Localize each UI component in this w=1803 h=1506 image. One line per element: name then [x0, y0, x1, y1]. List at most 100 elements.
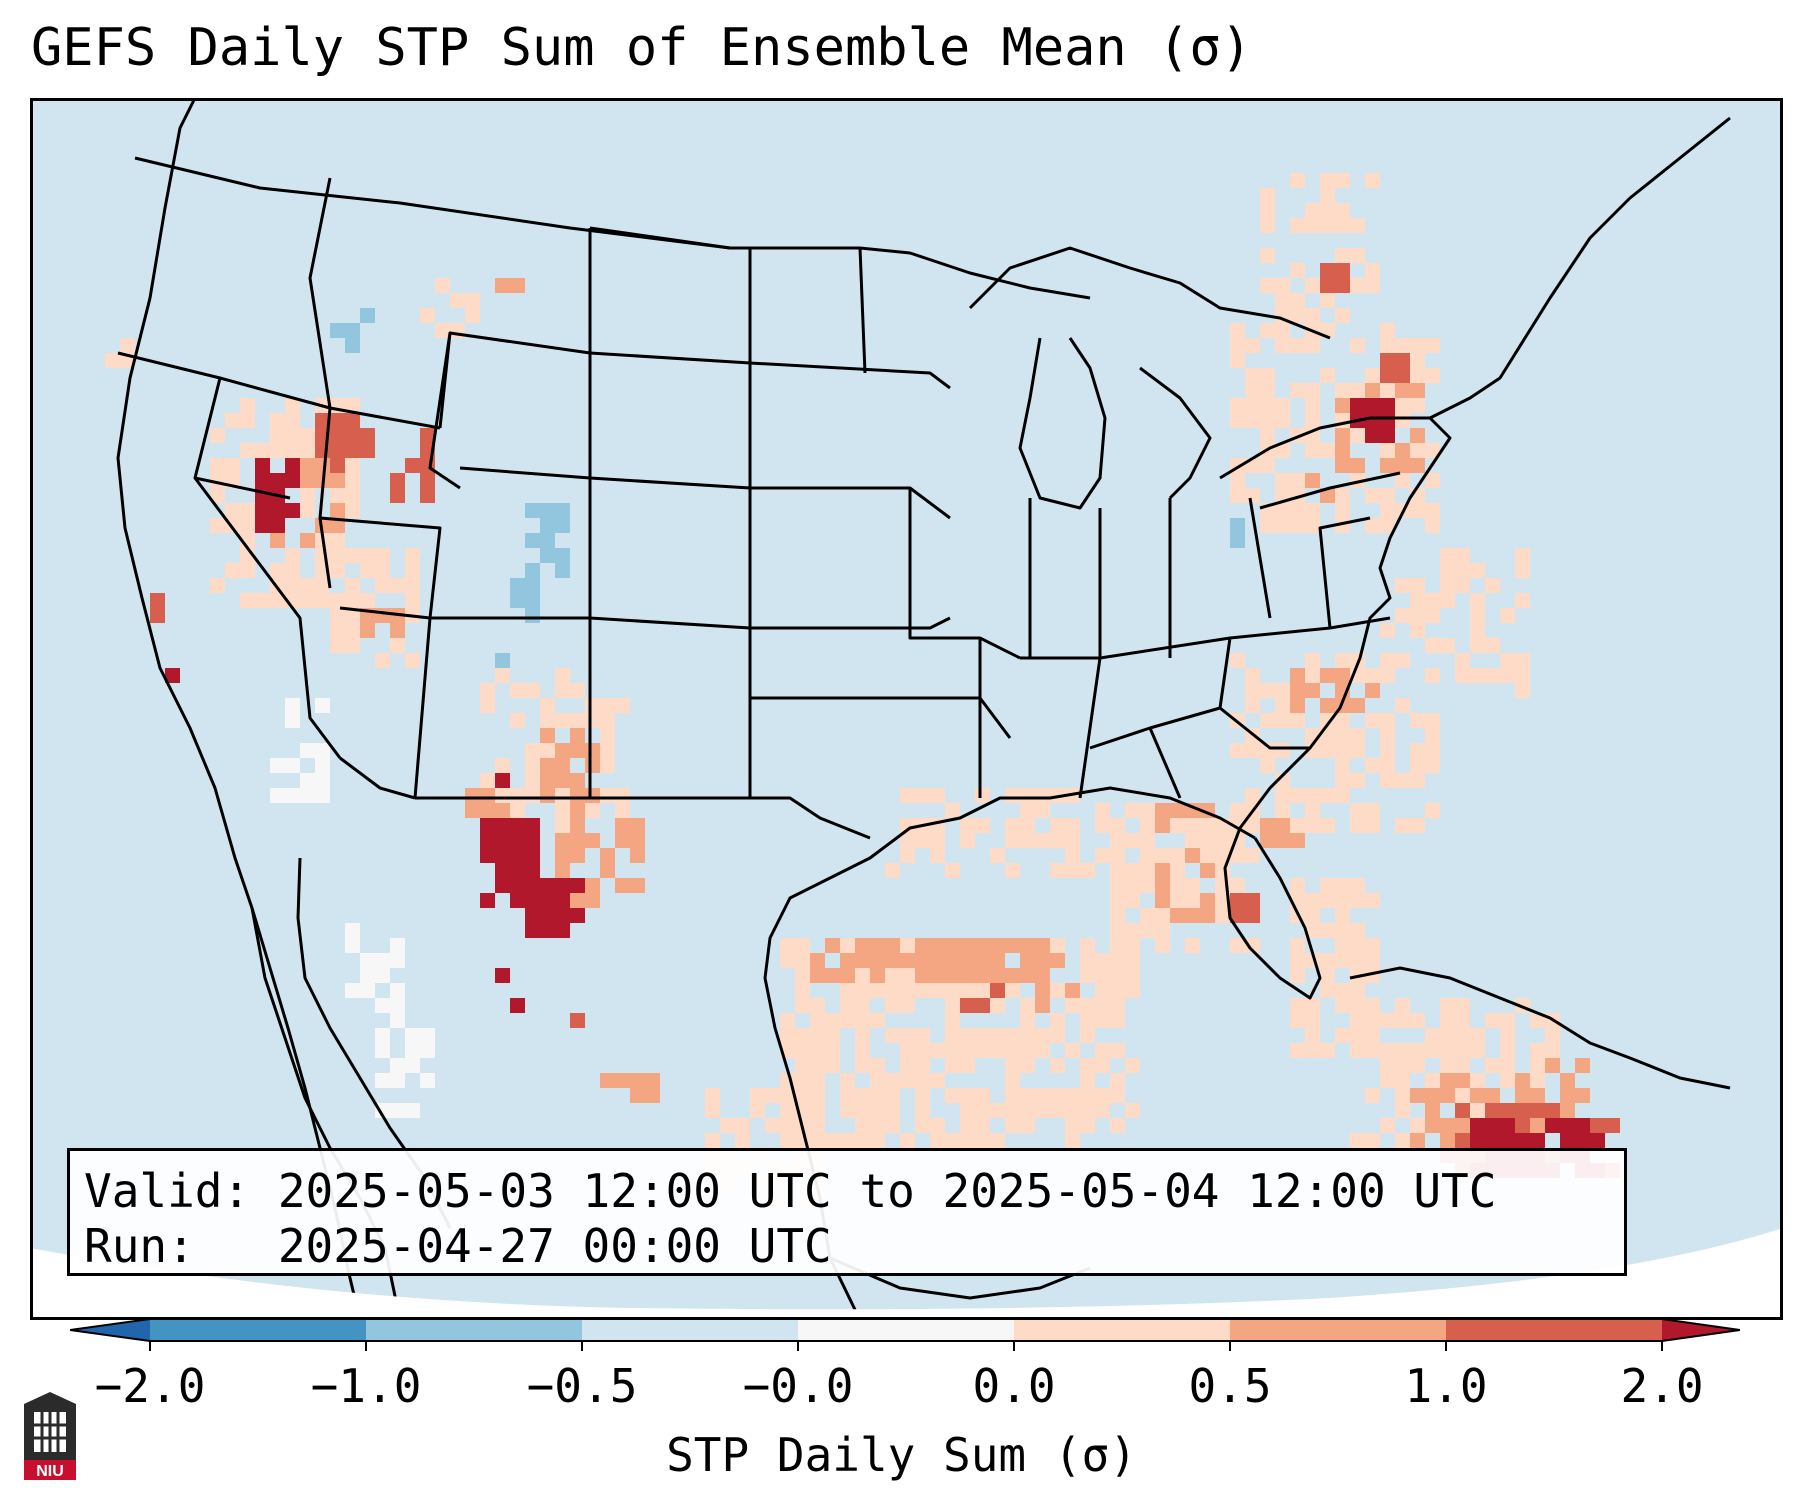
stp-cell: [1395, 1073, 1410, 1088]
stp-cell: [1080, 953, 1095, 968]
stp-cell: [1080, 1103, 1095, 1118]
stp-cell: [900, 1073, 915, 1088]
stp-cell: [1035, 968, 1050, 983]
projection-edge: [30, 1228, 1783, 1320]
stp-cell: [1275, 683, 1290, 698]
stp-cell: [1395, 998, 1410, 1013]
stp-cell: [1260, 203, 1275, 218]
stp-cell: [1320, 788, 1335, 803]
colorbar-under-arrow: [70, 1319, 150, 1341]
stp-cell: [1350, 428, 1365, 443]
stp-cell: [900, 938, 915, 953]
stp-cell: [1410, 1058, 1425, 1073]
stp-cell: [945, 968, 960, 983]
stp-cell: [1440, 998, 1455, 1013]
stp-cell: [1065, 818, 1080, 833]
stp-cell: [570, 713, 585, 728]
stp-cell: [840, 998, 855, 1013]
stp-cell: [570, 728, 585, 743]
stp-cell: [960, 968, 975, 983]
stp-cell: [645, 1073, 660, 1088]
stp-cell: [900, 1058, 915, 1073]
stp-cell: [1290, 263, 1305, 278]
stp-cell: [525, 788, 540, 803]
stp-cell: [495, 278, 510, 293]
stp-cell: [1320, 983, 1335, 998]
stp-cell: [375, 563, 390, 578]
stp-cell: [1305, 683, 1320, 698]
stp-cell: [285, 548, 300, 563]
stp-cell: [1290, 518, 1305, 533]
stp-cell: [1065, 1133, 1080, 1148]
stp-cell: [285, 563, 300, 578]
stp-cell: [1275, 818, 1290, 833]
stp-cell: [1050, 983, 1065, 998]
stp-cell: [255, 473, 270, 488]
stp-cell: [1200, 908, 1215, 923]
stp-cell: [750, 1088, 765, 1103]
stp-cell: [345, 623, 360, 638]
stp-cell: [1350, 1013, 1365, 1028]
stp-cell: [855, 1013, 870, 1028]
stp-cell: [945, 863, 960, 878]
stp-cell: [1290, 998, 1305, 1013]
stp-cell: [1200, 818, 1215, 833]
stp-cell: [1275, 713, 1290, 728]
stp-cell: [975, 1088, 990, 1103]
stp-cell: [330, 518, 345, 533]
stp-cell: [1035, 1088, 1050, 1103]
stp-cell: [1260, 683, 1275, 698]
stp-cell: [1440, 1073, 1455, 1088]
stp-cell: [1230, 473, 1245, 488]
stp-cell: [585, 743, 600, 758]
stp-cell: [1425, 473, 1440, 488]
stp-cell: [1485, 1058, 1500, 1073]
stp-cell: [1365, 368, 1380, 383]
stp-cell: [1410, 623, 1425, 638]
stp-cell: [1365, 818, 1380, 833]
stp-cell: [1155, 863, 1170, 878]
stp-cell: [825, 938, 840, 953]
stp-cell: [1305, 1013, 1320, 1028]
stp-cell: [585, 878, 600, 893]
stp-cell: [540, 758, 555, 773]
stp-cell: [1380, 668, 1395, 683]
stp-cell: [1245, 893, 1260, 908]
stp-cell: [1170, 878, 1185, 893]
cuba: [1349, 966, 1731, 1090]
stp-cell: [1395, 368, 1410, 383]
gulf-coastline: [763, 786, 1256, 1320]
stp-cell: [270, 593, 285, 608]
stp-cell: [1230, 488, 1245, 503]
stp-cell: [975, 1043, 990, 1058]
stp-cell: [1455, 668, 1470, 683]
stp-cell: [840, 1013, 855, 1028]
stp-cell: [585, 833, 600, 848]
stp-cell: [1530, 1043, 1545, 1058]
stp-cell: [795, 953, 810, 968]
stp-cell: [855, 1088, 870, 1103]
stp-cell: [1425, 728, 1440, 743]
stp-cell: [870, 1073, 885, 1088]
stp-cell: [945, 1013, 960, 1028]
stp-cell: [465, 308, 480, 323]
chart-title: GEFS Daily STP Sum of Ensemble Mean (σ): [31, 18, 1252, 78]
stp-cell: [405, 563, 420, 578]
stp-cell: [795, 938, 810, 953]
stp-cell: [585, 713, 600, 728]
stp-cell: [990, 983, 1005, 998]
stp-cell: [315, 458, 330, 473]
stp-cell: [1470, 1133, 1485, 1148]
stp-cell: [1305, 803, 1320, 818]
stp-cell: [1080, 1013, 1095, 1028]
stp-cell: [795, 983, 810, 998]
stp-cell: [510, 278, 525, 293]
stp-cell: [810, 1088, 825, 1103]
stp-cell: [405, 548, 420, 563]
stp-cell: [1110, 818, 1125, 833]
stp-cell: [840, 1073, 855, 1088]
stp-cell: [1260, 818, 1275, 833]
stp-cell: [810, 1058, 825, 1073]
stp-cell: [1500, 1103, 1515, 1118]
stp-cell: [615, 788, 630, 803]
